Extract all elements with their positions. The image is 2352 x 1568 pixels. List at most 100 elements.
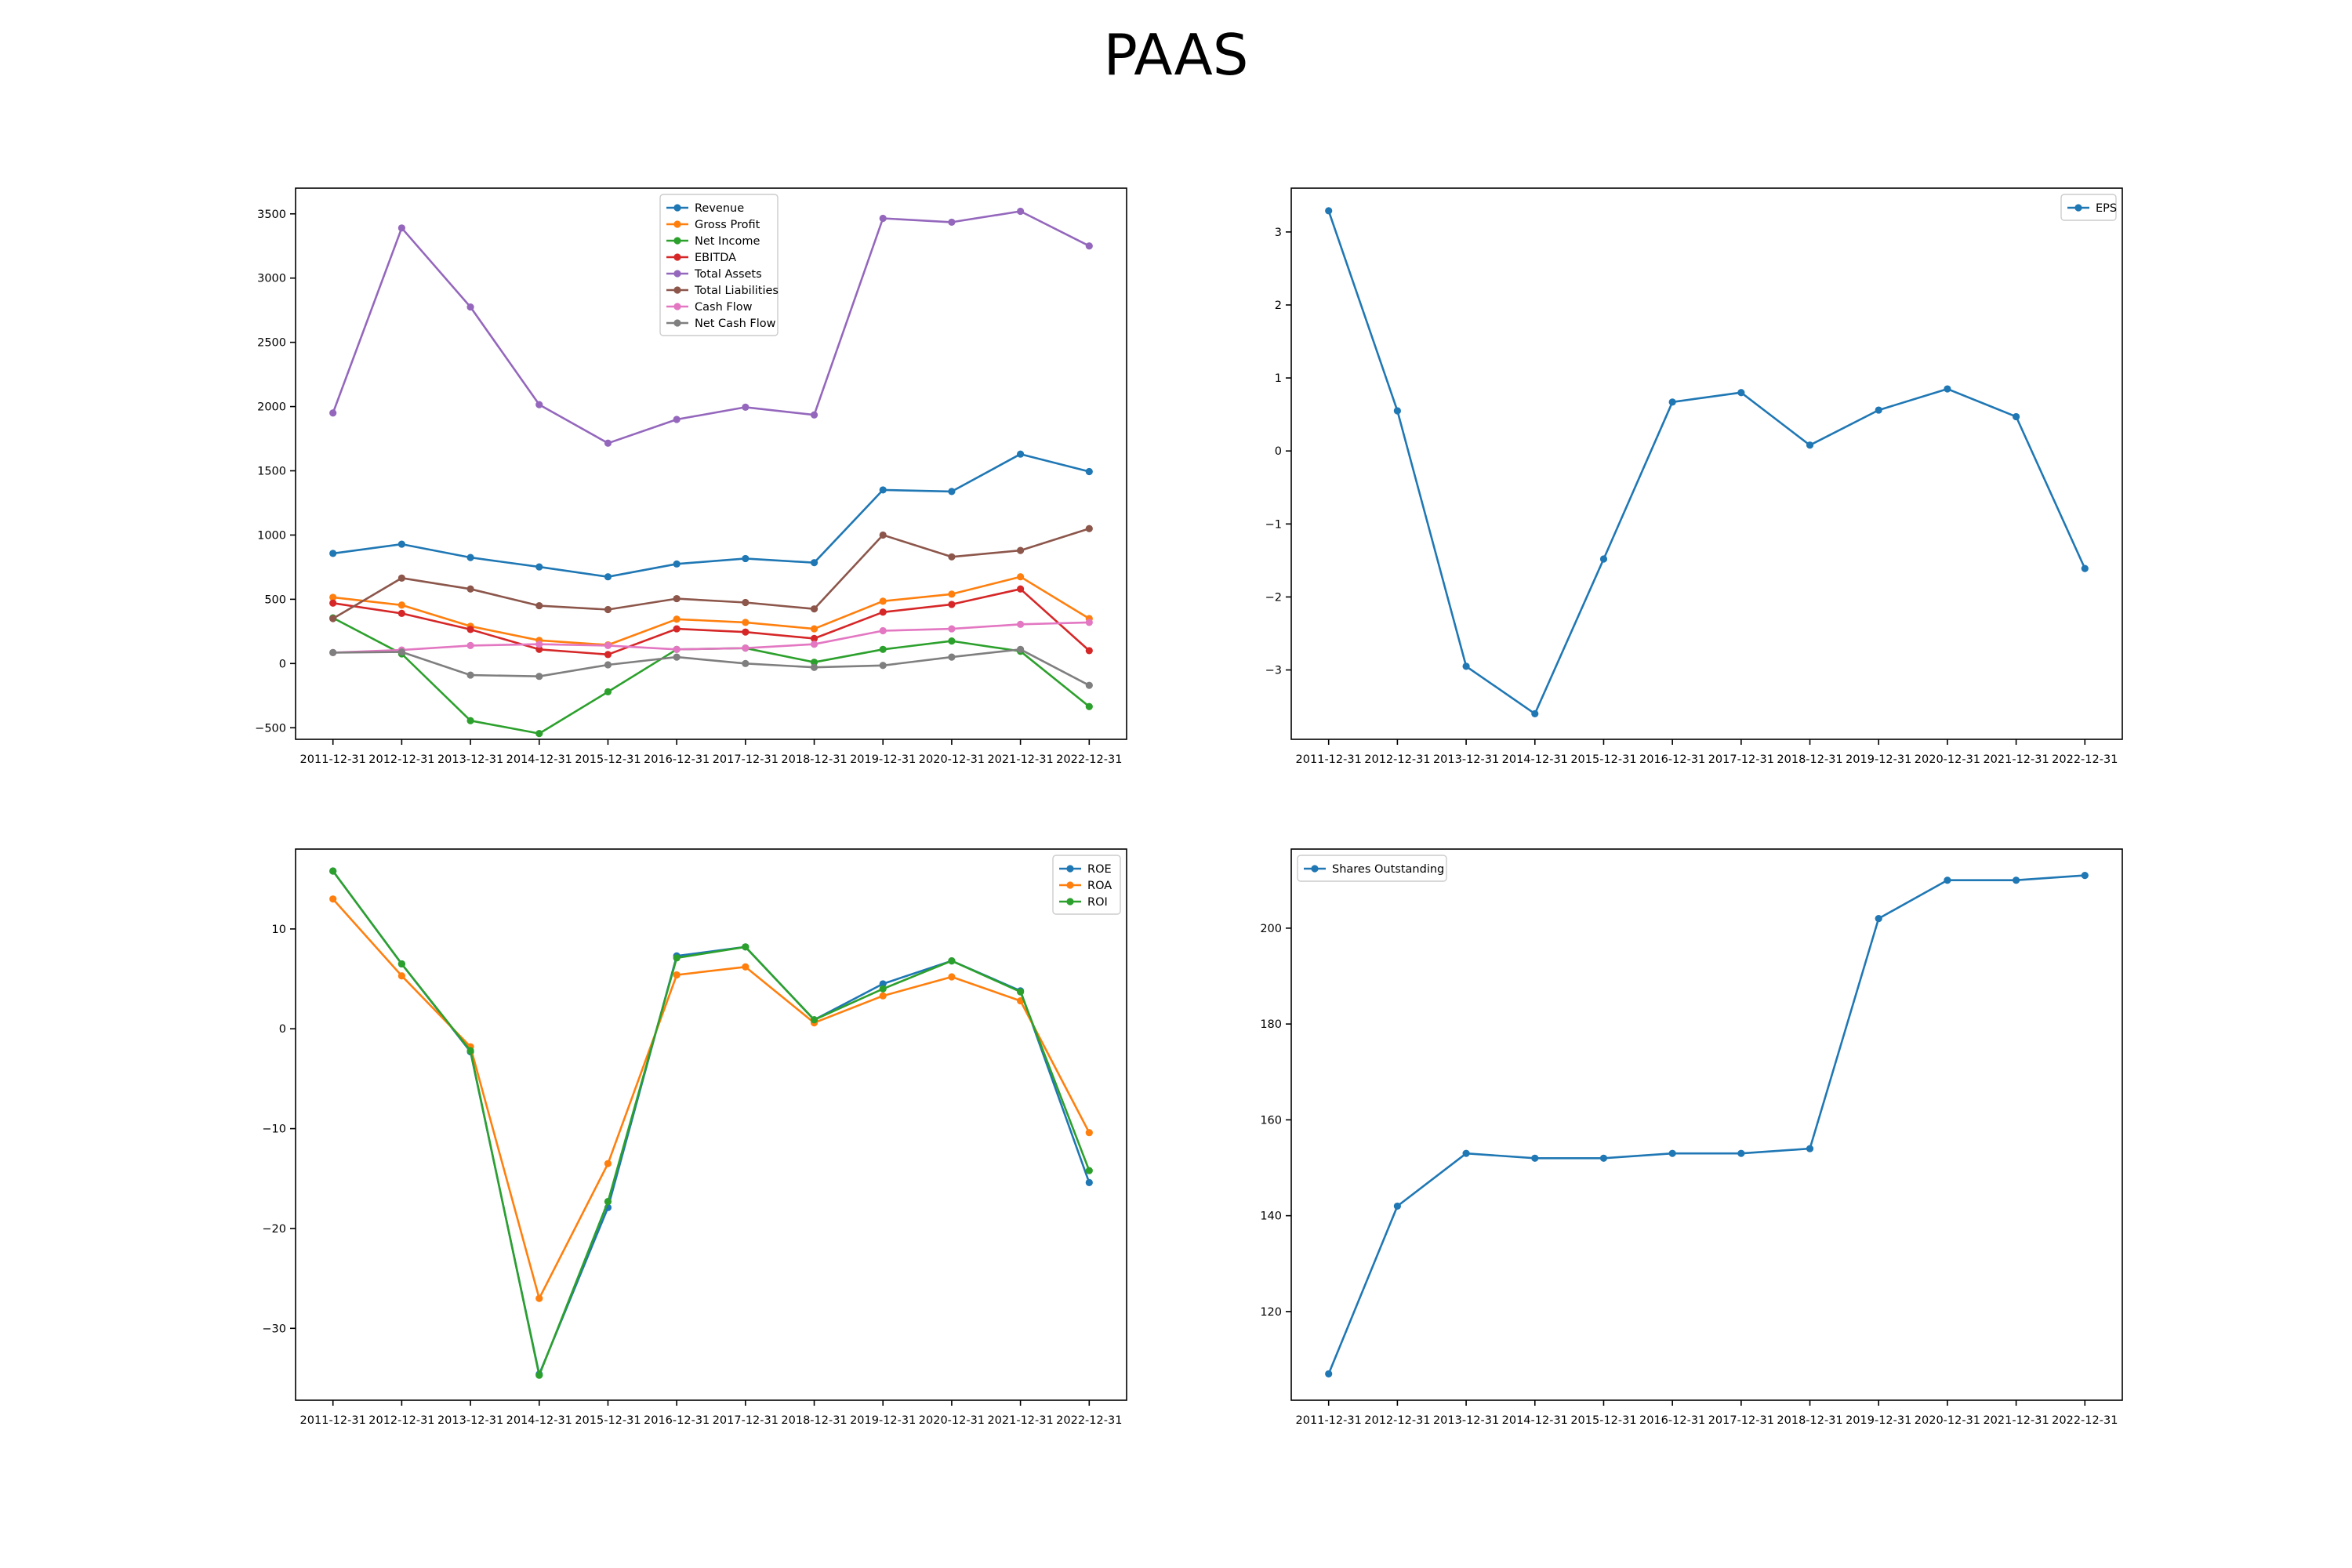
- y-tick-label: −20: [262, 1223, 286, 1236]
- data-point: [673, 971, 681, 979]
- data-point: [397, 960, 405, 968]
- y-tick-label: 200: [1260, 923, 1282, 935]
- x-tick-label: 2016-12-31: [1639, 1414, 1705, 1427]
- data-point: [1085, 1129, 1093, 1137]
- data-point: [1017, 988, 1025, 996]
- data-point: [948, 590, 956, 598]
- data-point: [1085, 524, 1093, 532]
- legend-swatch-marker: [673, 253, 681, 261]
- data-point: [879, 645, 887, 653]
- x-tick-label: 2012-12-31: [368, 753, 434, 766]
- data-point: [810, 625, 818, 633]
- data-point: [810, 559, 818, 567]
- legend-swatch-marker: [1066, 865, 1074, 873]
- y-tick-label: 1: [1275, 372, 1282, 385]
- data-point: [1085, 619, 1093, 626]
- data-point: [604, 1160, 612, 1167]
- data-point: [397, 224, 405, 232]
- legend-swatch-marker: [673, 319, 681, 327]
- y-tick-label: 120: [1260, 1306, 1282, 1319]
- data-point: [1875, 915, 1882, 923]
- y-tick-label: 0: [279, 1023, 286, 1036]
- x-tick-label: 2016-12-31: [644, 1414, 710, 1427]
- data-point: [329, 599, 337, 607]
- data-point: [535, 673, 543, 681]
- data-point: [879, 531, 887, 539]
- legend-swatch-marker: [2074, 204, 2082, 212]
- x-tick-label: 2018-12-31: [781, 753, 847, 766]
- data-point: [742, 963, 750, 971]
- data-point: [329, 615, 337, 622]
- series-line: [332, 870, 1091, 1377]
- data-point: [1017, 645, 1025, 653]
- data-point: [329, 895, 337, 903]
- legend-label: ROE: [1087, 863, 1112, 876]
- data-point: [1462, 1149, 1470, 1157]
- legend-swatch-marker: [673, 220, 681, 228]
- data-point: [1325, 1370, 1333, 1377]
- x-tick-label: 2018-12-31: [1777, 753, 1842, 766]
- data-point: [742, 644, 750, 652]
- x-tick-label: 2019-12-31: [1846, 753, 1911, 766]
- data-point: [466, 626, 474, 633]
- x-tick-label: 2020-12-31: [919, 753, 985, 766]
- data-point: [1017, 546, 1025, 554]
- data-point: [604, 573, 612, 581]
- x-tick-label: 2015-12-31: [575, 1414, 641, 1427]
- data-point: [879, 608, 887, 616]
- data-point: [673, 615, 681, 623]
- series-roe: [329, 867, 1093, 1378]
- data-point: [1017, 585, 1025, 593]
- data-point: [1806, 1145, 1814, 1152]
- legend-box: [1297, 855, 1447, 882]
- series-line: [332, 621, 1090, 654]
- y-tick-label: 3500: [257, 209, 286, 221]
- series-roi: [329, 867, 1093, 1379]
- legend: Shares Outstanding: [1297, 855, 1447, 882]
- series-cash-flow: [329, 619, 1093, 656]
- y-tick-label: −2: [1265, 591, 1282, 604]
- x-tick-label: 2020-12-31: [919, 1414, 985, 1427]
- y-tick-label: 3: [1275, 227, 1282, 239]
- data-point: [948, 625, 956, 633]
- x-tick-label: 2011-12-31: [300, 1414, 366, 1427]
- series-total-liabilities: [329, 524, 1093, 622]
- data-point: [535, 641, 543, 648]
- data-point: [1085, 467, 1093, 476]
- data-point: [535, 1294, 543, 1302]
- data-point: [742, 598, 750, 607]
- series-line: [332, 616, 1091, 735]
- x-tick-label: 2022-12-31: [1056, 1414, 1122, 1427]
- data-point: [879, 597, 887, 605]
- legend-swatch-marker: [673, 204, 681, 212]
- data-point: [1393, 1202, 1401, 1210]
- data-point: [742, 554, 750, 563]
- x-tick-label: 2014-12-31: [1502, 1414, 1568, 1427]
- series-line: [332, 587, 1091, 656]
- y-tick-label: −30: [262, 1323, 286, 1335]
- y-tick-label: 3000: [257, 273, 286, 285]
- data-point: [604, 661, 612, 669]
- data-point: [810, 1016, 818, 1024]
- series-roa: [329, 895, 1093, 1302]
- x-tick-label: 2022-12-31: [2052, 1414, 2118, 1427]
- data-point: [810, 605, 818, 613]
- data-point: [673, 645, 681, 653]
- data-point: [535, 601, 543, 610]
- data-point: [1737, 389, 1745, 397]
- data-point: [1599, 555, 1608, 563]
- x-tick-label: 2016-12-31: [1639, 753, 1705, 766]
- data-point: [879, 214, 887, 223]
- series-total-assets: [329, 207, 1093, 447]
- data-point: [879, 985, 887, 993]
- data-point: [535, 563, 543, 571]
- data-point: [1944, 877, 1951, 884]
- data-point: [466, 671, 474, 679]
- data-point: [1875, 406, 1882, 414]
- x-tick-label: 2019-12-31: [1846, 1414, 1911, 1427]
- data-point: [810, 663, 818, 671]
- chart-panel-3: 2011-12-31 2012-12-31 2013-12-31 2014-12-31…: [262, 848, 1127, 1427]
- x-tick-label: 2012-12-31: [368, 1414, 434, 1427]
- y-tick-label: 160: [1260, 1114, 1282, 1127]
- series-line: [332, 575, 1090, 646]
